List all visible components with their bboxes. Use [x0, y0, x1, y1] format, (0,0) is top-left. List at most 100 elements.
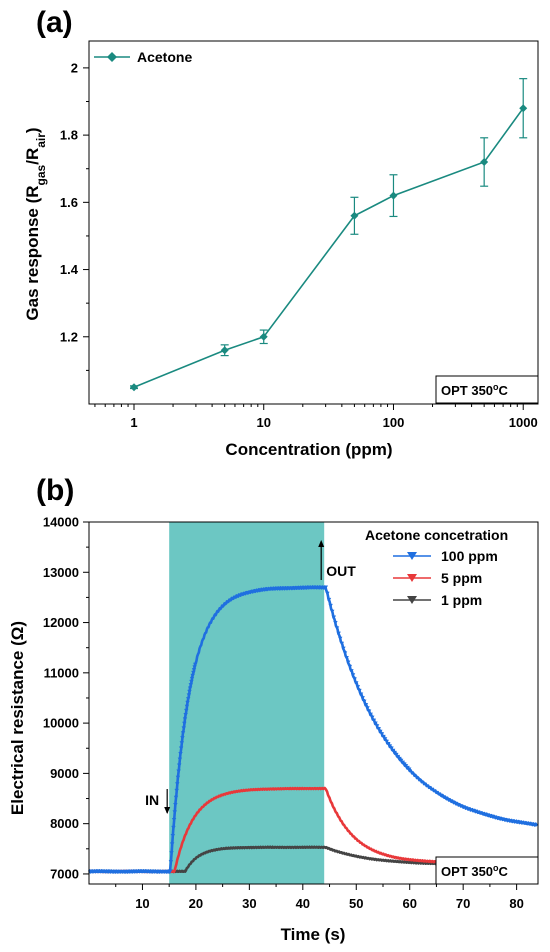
- chart-a-xlabel: Concentration (ppm): [225, 440, 392, 459]
- chart-b-marker: [334, 626, 340, 631]
- chart-b-marker: [181, 726, 186, 731]
- chart-b-marker: [168, 860, 174, 865]
- chart-b-marker: [188, 683, 193, 688]
- chart-a-ytick-label: 1.2: [60, 329, 78, 344]
- chart-a-ytick-label: 1.6: [60, 195, 78, 210]
- chart-b-marker: [187, 686, 193, 691]
- chart-a-point: [220, 346, 229, 355]
- chart-a: 1 10 100 1000 1.2 1.4 1.6 1.8 2: [60, 40, 539, 430]
- chart-b-marker: [390, 748, 396, 753]
- chart-b-marker: [182, 717, 188, 722]
- chart-b-marker: [336, 631, 341, 636]
- chart-b-marker: [381, 734, 386, 739]
- chart-b-marker: [354, 681, 359, 686]
- chart-b-marker: [177, 757, 183, 762]
- chart-b-marker: [384, 739, 389, 744]
- chart-b-marker: [185, 700, 190, 705]
- chart-b-marker: [349, 669, 354, 674]
- chart-b-marker: [172, 810, 177, 815]
- panel-a-label: (a): [36, 6, 73, 39]
- chart-a-xtick-label: 100: [383, 415, 405, 430]
- chart-a-point: [480, 158, 489, 166]
- chart-a-point: [259, 332, 268, 341]
- chart-b-marker: [171, 817, 177, 822]
- chart-b-xtick-label: 70: [456, 896, 470, 911]
- chart-b-marker: [376, 727, 381, 732]
- legend-item-5ppm: 5 ppm: [393, 570, 482, 586]
- chart-a-legend: Acetone: [94, 49, 192, 65]
- chart-b-marker: [330, 609, 335, 614]
- in-arrow-head: [164, 807, 171, 814]
- chart-b-ylabel: Electrical resistance (Ω): [8, 621, 27, 815]
- chart-b-marker: [346, 660, 351, 665]
- chart-a-legend-label: Acetone: [137, 49, 192, 65]
- chart-b-marker: [328, 603, 333, 608]
- legend-item-1ppm: 1 ppm: [393, 592, 482, 608]
- chart-b-frame: [88, 521, 539, 885]
- chart-b-ytick-label: 13000: [43, 565, 79, 580]
- in-label: IN: [145, 792, 159, 808]
- chart-b-marker: [174, 788, 179, 793]
- chart-b-xtick-label: 50: [349, 896, 363, 911]
- chart-b-marker: [173, 795, 179, 800]
- chart-b-marker: [389, 746, 394, 751]
- chart-a-point: [519, 104, 528, 113]
- chart-b-ytick-label: 10000: [43, 716, 79, 731]
- chart-b-marker: [184, 708, 189, 713]
- chart-b-marker: [394, 752, 399, 757]
- chart-b-marker: [173, 802, 178, 807]
- chart-a-point: [389, 191, 398, 200]
- chart-b-marker: [186, 697, 191, 702]
- chart-a-ylabel: Gas response (Rgas/Rair): [23, 127, 48, 320]
- chart-b-marker: [190, 673, 195, 678]
- chart-a-ytick-label: 1.8: [60, 128, 78, 143]
- chart-b-marker: [338, 636, 343, 641]
- chart-b-marker: [365, 706, 370, 711]
- chart-a-ytick-label: 1.4: [60, 262, 79, 277]
- chart-a-xtick-label: 1000: [509, 415, 538, 430]
- chart-b-marker: [331, 615, 337, 620]
- chart-b-xtick-label: 60: [402, 896, 416, 911]
- chart-b-marker: [344, 655, 349, 660]
- chart-a-annotation: OPT 350oC: [435, 375, 539, 404]
- chart-b-marker: [339, 641, 345, 646]
- chart-b-marker: [182, 721, 187, 726]
- chart-b-xtick-label: 30: [242, 896, 256, 911]
- panel-b-label: (b): [36, 474, 74, 507]
- chart-a-point: [350, 211, 359, 220]
- chart-b-marker: [352, 677, 357, 682]
- chart-b-marker: [386, 742, 391, 747]
- chart-b-marker: [193, 662, 198, 667]
- chart-b-marker: [186, 693, 192, 698]
- chart-b-marker: [175, 782, 180, 787]
- chart-b-xtick-label: 20: [189, 896, 203, 911]
- svg-text:OPT 350oC: OPT 350oC: [441, 382, 509, 398]
- chart-b-xtick-label: 10: [135, 896, 149, 911]
- chart-b-legend: Acetone concetration 100 ppm 5 ppm 1 ppm: [365, 527, 508, 608]
- chart-b-marker: [382, 737, 388, 742]
- chart-a-point: [129, 383, 138, 392]
- svg-text:5 ppm: 5 ppm: [441, 570, 482, 586]
- chart-b-marker: [363, 702, 369, 707]
- chart-b-ytick-label: 8000: [50, 816, 79, 831]
- chart-b-marker: [183, 713, 188, 718]
- chart-b-marker: [379, 732, 385, 737]
- chart-b-marker: [189, 676, 195, 681]
- chart-b-marker: [392, 750, 397, 755]
- chart-a-ytick-label: 2: [71, 60, 78, 75]
- chart-b: 10 20 30 40 50 60 70 80 7000 8000 9000 10000 11000 12…: [43, 515, 539, 911]
- chart-b-marker: [325, 591, 330, 596]
- chart-b-marker: [355, 685, 361, 690]
- chart-b-marker: [374, 724, 380, 729]
- chart-b-marker: [175, 775, 181, 780]
- chart-b-xlabel: Time (s): [281, 925, 346, 944]
- legend-item-100ppm: 100 ppm: [393, 548, 498, 564]
- chart-b-marker: [406, 767, 412, 772]
- chart-a-frame: [88, 40, 539, 405]
- chart-b-xtick-label: 40: [296, 896, 310, 911]
- chart-b-marker: [177, 763, 182, 768]
- chart-b-marker: [176, 769, 181, 774]
- chart-b-marker: [192, 665, 197, 670]
- chart-b-marker: [366, 709, 372, 714]
